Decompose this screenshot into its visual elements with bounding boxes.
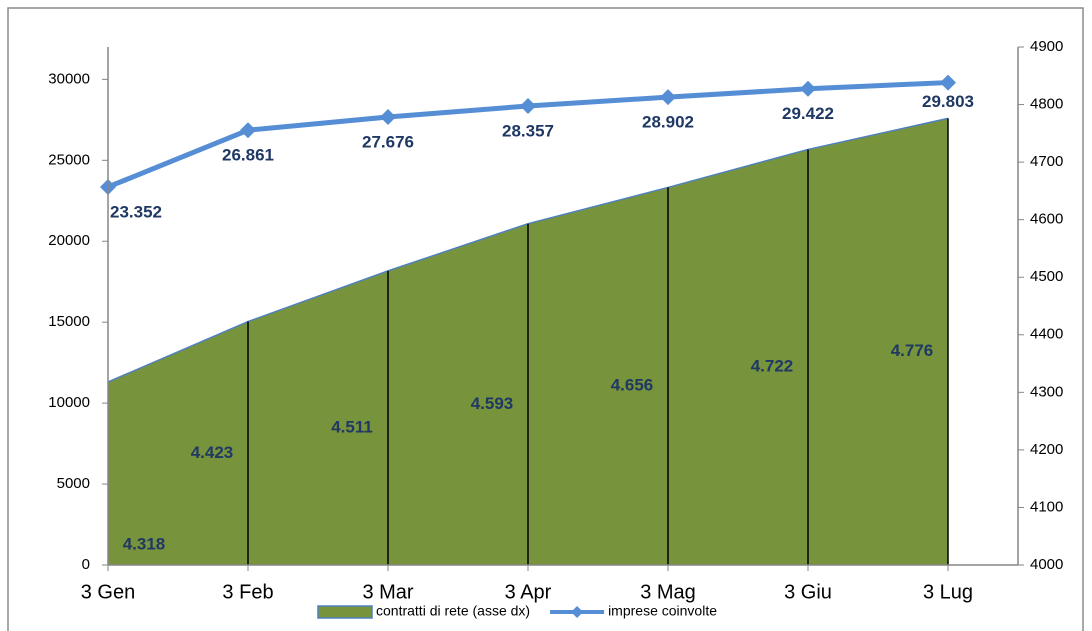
y-tick-label: 5000: [57, 475, 90, 492]
data-label: 4.511: [331, 417, 373, 436]
y2-tick-label: 4600: [1030, 211, 1063, 228]
legend-label: contratti di rete (asse dx): [376, 603, 530, 619]
marker: [520, 97, 536, 114]
x-tick-label: 3 Mag: [640, 581, 696, 603]
data-label: 4.423: [191, 443, 234, 462]
y-tick-label: 15000: [48, 313, 90, 330]
y2-tick-label: 4400: [1030, 326, 1063, 343]
data-label: 4.722: [751, 357, 794, 376]
marker: [240, 122, 256, 139]
data-label: 4.776: [891, 341, 934, 360]
y2-tick-label: 4300: [1030, 383, 1063, 400]
x-tick-label: 3 Apr: [505, 581, 552, 603]
x-tick-label: 3 Feb: [222, 581, 273, 603]
data-label: 27.676: [362, 132, 414, 151]
data-label: 4.593: [471, 394, 514, 413]
y-tick-label: 25000: [48, 151, 90, 168]
legend-marker: [571, 606, 584, 618]
marker: [660, 89, 676, 106]
data-label: 29.803: [922, 92, 974, 111]
legend-label: imprese coinvolte: [608, 603, 717, 619]
marker: [940, 74, 956, 91]
x-tick-label: 3 Giu: [784, 581, 832, 603]
y2-tick-label: 4200: [1030, 441, 1063, 458]
y2-tick-label: 4100: [1030, 498, 1063, 515]
data-label: 4.318: [123, 534, 166, 553]
y-tick-label: 0: [82, 556, 90, 573]
y2-tick-label: 4700: [1030, 153, 1063, 170]
y2-tick-label: 4500: [1030, 268, 1063, 285]
legend-swatch: [317, 605, 373, 619]
y2-tick-label: 4000: [1030, 556, 1063, 573]
y-tick-label: 10000: [48, 394, 90, 411]
data-label: 29.422: [782, 104, 834, 123]
y-tick-label: 20000: [48, 232, 90, 249]
data-label: 28.357: [502, 121, 554, 140]
x-tick-label: 3 Mar: [362, 581, 413, 603]
data-label: 23.352: [110, 202, 162, 221]
y2-tick-label: 4900: [1030, 38, 1063, 55]
data-label: 4.656: [611, 376, 654, 395]
data-label: 28.902: [642, 113, 694, 132]
x-tick-label: 3 Gen: [81, 581, 135, 603]
marker: [380, 108, 396, 125]
data-label: 26.861: [222, 146, 274, 165]
y2-tick-label: 4800: [1030, 96, 1063, 113]
marker: [800, 80, 816, 97]
x-tick-label: 3 Lug: [923, 581, 973, 603]
y-tick-label: 30000: [48, 70, 90, 87]
